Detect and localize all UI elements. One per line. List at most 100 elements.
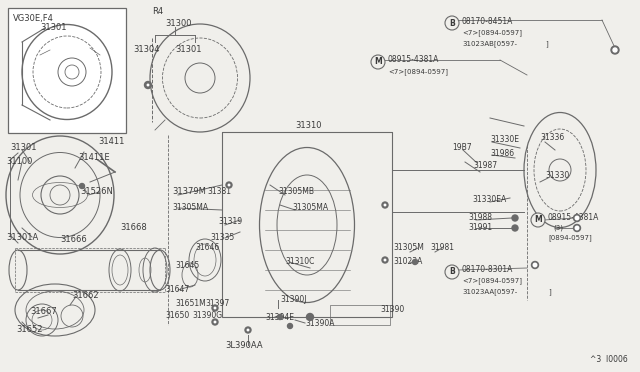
Circle shape <box>214 321 216 323</box>
Text: 31987: 31987 <box>473 160 497 170</box>
Text: 31646: 31646 <box>195 244 220 253</box>
Text: 31305MA: 31305MA <box>172 203 208 212</box>
Text: 08915-4381A: 08915-4381A <box>548 214 600 222</box>
Circle shape <box>278 314 282 320</box>
Text: 31381: 31381 <box>207 187 231 196</box>
Circle shape <box>79 183 84 189</box>
Bar <box>330 305 390 325</box>
Text: 31651M: 31651M <box>175 299 205 308</box>
Text: 31330E: 31330E <box>490 135 519 144</box>
Text: 08915-4381A: 08915-4381A <box>388 55 440 64</box>
Text: 31645: 31645 <box>175 260 199 269</box>
Text: 31647: 31647 <box>165 285 189 295</box>
Text: 31981: 31981 <box>430 244 454 253</box>
Circle shape <box>413 260 417 264</box>
Text: <7>[0894-0597]: <7>[0894-0597] <box>462 278 522 284</box>
Text: 31394E: 31394E <box>265 312 294 321</box>
Text: 08170-8451A: 08170-8451A <box>462 17 513 26</box>
Text: 31305MB: 31305MB <box>278 187 314 196</box>
Text: VG30E,F4: VG30E,F4 <box>13 13 54 22</box>
Text: 31390J: 31390J <box>280 295 307 305</box>
Text: 31336: 31336 <box>540 134 564 142</box>
Text: <7>[0894-0597]: <7>[0894-0597] <box>462 30 522 36</box>
Circle shape <box>212 305 218 311</box>
Text: B: B <box>449 19 455 28</box>
Text: R4: R4 <box>152 7 163 16</box>
Circle shape <box>145 81 152 89</box>
Text: 31023A: 31023A <box>393 257 422 266</box>
Text: 31335: 31335 <box>210 234 234 243</box>
Circle shape <box>573 215 580 221</box>
Text: 31100: 31100 <box>6 157 33 167</box>
Circle shape <box>445 16 459 30</box>
Text: M: M <box>534 215 542 224</box>
Circle shape <box>287 324 292 328</box>
Circle shape <box>214 321 216 324</box>
Circle shape <box>445 265 459 279</box>
Text: 31991: 31991 <box>468 224 492 232</box>
Text: 31652: 31652 <box>16 326 42 334</box>
Text: 31319: 31319 <box>218 218 242 227</box>
Circle shape <box>147 84 148 86</box>
Circle shape <box>512 215 518 221</box>
Text: 31305M: 31305M <box>393 244 424 253</box>
Text: 31411: 31411 <box>98 138 124 147</box>
Text: 31390: 31390 <box>380 305 404 314</box>
Text: 08170-8301A: 08170-8301A <box>462 266 513 275</box>
Text: 31986: 31986 <box>490 148 514 157</box>
Text: 31301A: 31301A <box>6 232 38 241</box>
Text: 3L390AA: 3L390AA <box>225 340 262 350</box>
Text: M: M <box>374 58 382 67</box>
Text: 31301: 31301 <box>175 45 202 55</box>
Circle shape <box>214 307 216 310</box>
Circle shape <box>573 224 580 231</box>
Circle shape <box>246 328 250 331</box>
Text: 31310: 31310 <box>295 121 321 129</box>
Text: 31668: 31668 <box>120 224 147 232</box>
Text: 31667: 31667 <box>30 308 57 317</box>
Circle shape <box>575 226 579 230</box>
Text: 31310C: 31310C <box>285 257 314 266</box>
Text: 31397: 31397 <box>205 299 229 308</box>
Circle shape <box>531 262 538 269</box>
Text: 31411E: 31411E <box>78 154 109 163</box>
Text: 31988: 31988 <box>468 214 492 222</box>
Text: 31390G: 31390G <box>192 311 222 321</box>
Text: 31390A: 31390A <box>305 318 335 327</box>
Text: ]: ] <box>545 41 548 47</box>
Text: 31662: 31662 <box>72 291 99 299</box>
Text: 31301: 31301 <box>10 142 36 151</box>
Text: 31023AA[0597-: 31023AA[0597- <box>462 289 517 295</box>
Text: 31650: 31650 <box>165 311 189 321</box>
Text: [0894-0597]: [0894-0597] <box>548 235 592 241</box>
Circle shape <box>382 202 388 208</box>
Text: 31301: 31301 <box>40 23 67 32</box>
Text: 19B7: 19B7 <box>452 144 472 153</box>
Circle shape <box>384 204 386 206</box>
Circle shape <box>227 183 230 186</box>
Text: 31526N: 31526N <box>80 187 113 196</box>
Circle shape <box>307 314 314 321</box>
Text: 31300: 31300 <box>165 19 191 29</box>
Circle shape <box>575 216 579 220</box>
Circle shape <box>613 48 617 52</box>
Text: B: B <box>449 267 455 276</box>
Text: 31023AB[0597-: 31023AB[0597- <box>462 41 517 47</box>
Text: ]: ] <box>548 289 551 295</box>
Circle shape <box>383 259 387 262</box>
Circle shape <box>533 263 537 267</box>
Bar <box>8 8 126 133</box>
Text: 31330EA: 31330EA <box>472 196 506 205</box>
Circle shape <box>371 55 385 69</box>
Circle shape <box>228 184 230 186</box>
Text: 31305MA: 31305MA <box>292 203 328 212</box>
Circle shape <box>383 203 387 206</box>
Circle shape <box>531 213 545 227</box>
Text: 31666: 31666 <box>60 235 87 244</box>
Circle shape <box>212 319 218 325</box>
Circle shape <box>384 259 386 261</box>
Text: 31379M: 31379M <box>172 187 206 196</box>
Text: <7>[0894-0597]: <7>[0894-0597] <box>388 68 448 76</box>
Circle shape <box>147 83 150 87</box>
Bar <box>222 132 392 317</box>
